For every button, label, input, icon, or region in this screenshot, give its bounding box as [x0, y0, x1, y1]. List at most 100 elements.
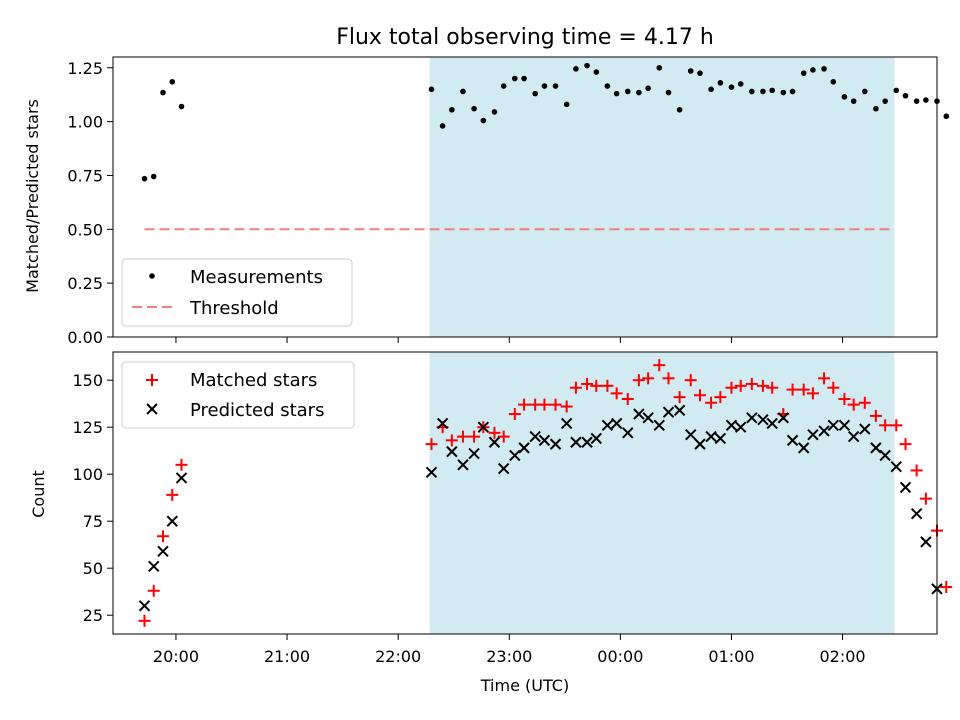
measurement-point	[821, 66, 827, 72]
measurement-point	[861, 88, 868, 95]
predicted-star-point	[827, 419, 840, 432]
predicted-star-point	[890, 460, 902, 473]
measurement-point	[541, 83, 548, 89]
measurement-point	[150, 173, 157, 180]
matched-star-point	[138, 614, 151, 627]
bottom-shaded-region	[429, 352, 895, 634]
matched-star-point	[899, 438, 912, 451]
predicted-star-point	[725, 419, 738, 432]
matched-star-point	[705, 396, 718, 409]
top-y-ticks: 0.00 0.25 0.50 0.75 1.00 1.25	[67, 59, 113, 347]
matched-star-point	[879, 419, 892, 432]
top-legend-box	[121, 258, 353, 327]
matched-star-point	[549, 398, 562, 411]
measurement-point	[552, 83, 559, 89]
predicted-star-point	[797, 442, 810, 454]
measurement-point	[460, 88, 466, 95]
measurement-point	[624, 88, 631, 95]
matched-star-point	[653, 359, 666, 372]
legend-measurements-marker	[149, 273, 155, 279]
legend-matched-label: Matched stars	[190, 370, 317, 391]
predicted-star-point	[610, 417, 623, 430]
measurement-point	[563, 101, 570, 108]
matched-star-point	[156, 530, 169, 543]
predicted-star-point	[570, 436, 582, 448]
legend-matched-marker	[146, 374, 158, 386]
predicted-star-point	[529, 430, 541, 443]
measurement-point	[169, 78, 176, 85]
measurement-point	[708, 86, 714, 93]
measurement-point	[893, 87, 900, 94]
predicted-star-point	[590, 432, 602, 445]
matched-star-point	[786, 383, 799, 396]
matched-star-point	[673, 391, 686, 404]
predicted-star-point	[518, 442, 530, 454]
measurement-point	[841, 94, 848, 100]
matched-points	[138, 359, 953, 627]
matched-star-point	[890, 419, 903, 432]
measurement-point	[613, 90, 620, 97]
measurement-point	[882, 98, 888, 104]
measurement-point	[760, 88, 766, 95]
x-tick-label: 02:00	[820, 647, 866, 666]
y-tick-label: 1.00	[67, 113, 103, 132]
matched-star-point	[847, 398, 860, 411]
matched-star-point	[497, 430, 510, 443]
measurement-point	[491, 109, 498, 115]
predicted-star-point	[581, 436, 593, 448]
matched-star-point	[508, 408, 521, 421]
predicted-star-point	[899, 481, 912, 494]
predicted-star-point	[538, 434, 551, 447]
matched-star-point	[166, 488, 179, 501]
top-legend: Measurements Threshold	[121, 258, 353, 327]
measurement-point	[521, 75, 527, 82]
predicted-star-point	[509, 449, 521, 462]
predicted-star-point	[446, 445, 458, 458]
matched-star-point	[518, 398, 531, 411]
matched-star-point	[425, 438, 438, 451]
measurement-point	[769, 87, 775, 94]
y-tick-label: 25	[83, 606, 103, 625]
measurement-point	[636, 89, 642, 96]
measurement-point	[697, 70, 703, 76]
chart-title: Flux total observing time = 4.17 h	[336, 25, 714, 50]
predicted-star-point	[847, 430, 860, 443]
matched-star-point	[818, 372, 831, 385]
matched-star-point	[621, 393, 634, 405]
predicted-star-point	[735, 421, 747, 433]
x-axis-label: Time (UTC)	[480, 676, 569, 695]
measurement-point	[728, 84, 735, 90]
y-tick-label: 50	[83, 559, 103, 578]
predicted-star-point	[879, 449, 891, 462]
measurement-point	[789, 88, 796, 95]
matched-star-point	[488, 426, 501, 439]
bottom-x-ticks: 20:00 21:00 22:00 23:00 00:00 01:00 02:00	[153, 634, 866, 666]
matched-star-point	[610, 387, 623, 400]
measurement-point	[160, 89, 166, 96]
legend-predicted-marker	[146, 403, 158, 415]
matched-star-point	[693, 389, 706, 402]
matched-star-point	[940, 581, 953, 593]
predicted-star-point	[560, 417, 573, 430]
y-tick-label: 1.25	[67, 59, 103, 78]
matched-star-point	[725, 381, 738, 394]
measurement-point	[532, 90, 538, 97]
predicted-star-point	[870, 442, 882, 454]
bottom-axes: 25 50 75 100 125 150 20:00 21:00 22:00 23:00 00:0…	[29, 351, 953, 695]
predicted-star-point	[633, 408, 645, 420]
top-shaded-region	[429, 57, 895, 337]
matched-star-point	[642, 372, 655, 385]
measurement-point	[178, 103, 185, 110]
matched-star-point	[858, 396, 871, 409]
measurement-point	[480, 117, 487, 124]
measurement-point	[439, 123, 446, 129]
predicted-star-point	[705, 430, 717, 443]
matched-star-point	[445, 434, 458, 447]
x-tick-label: 23:00	[486, 647, 532, 666]
measurement-point	[800, 70, 807, 76]
bottom-legend-box	[121, 361, 355, 429]
predicted-star-point	[436, 417, 449, 430]
measurement-point	[873, 105, 879, 112]
predicted-star-point	[746, 412, 758, 424]
matched-star-point	[632, 374, 645, 387]
